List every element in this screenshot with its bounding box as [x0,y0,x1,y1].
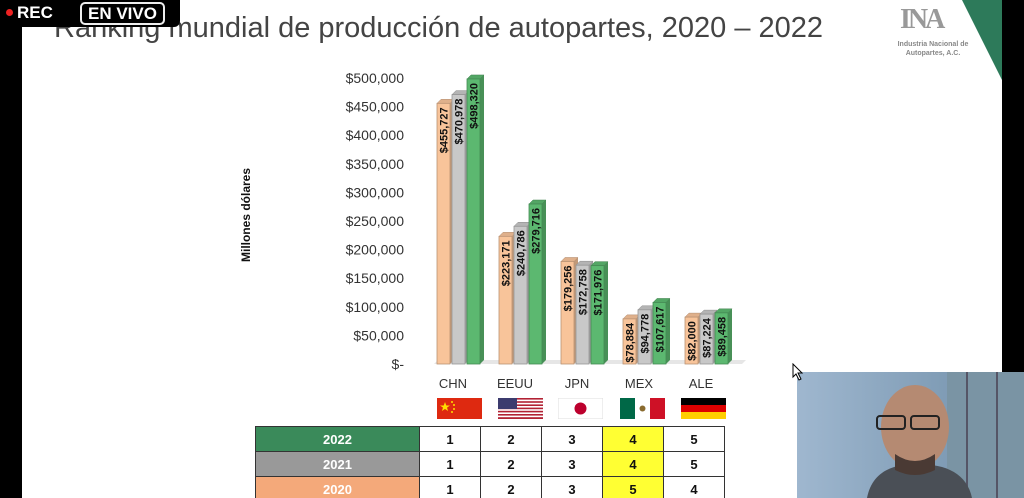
slide-title: Ranking mundial de producción de autopar… [54,12,824,44]
data-label: $498,320 [469,83,481,129]
y-tick-label: $450,000 [346,99,405,115]
usa-flag-icon [498,398,543,419]
x-tick-label: EEUU [497,376,533,391]
bar [498,235,513,365]
rank-cell: 2 [480,426,542,452]
bar [590,265,605,365]
rank-cell: 3 [541,451,603,477]
y-tick-label: $500,000 [346,70,405,86]
logo-stripe [962,0,1002,80]
year-cell: 2020 [255,476,420,498]
data-label: $82,000 [687,321,699,361]
bar-side [666,298,670,364]
mouse-cursor-icon [792,363,804,381]
rank-cell: 2 [480,451,542,477]
rank-cell: 5 [602,476,664,498]
data-label: $107,617 [655,306,667,352]
y-tick-label: $200,000 [346,242,405,258]
japan-flag-icon [558,398,603,419]
bar [513,225,528,365]
bar [699,313,714,365]
rank-cell: 4 [602,451,664,477]
year-cell: 2022 [255,426,420,452]
bar-side [480,74,484,364]
bar [560,261,575,365]
data-label: $223,171 [501,240,513,286]
data-label: $470,978 [454,99,466,145]
bar-side [728,308,732,364]
rank-cell: 2 [480,476,542,498]
data-label: $455,727 [439,107,451,153]
recording-status-bar: REC EN VIVO [0,0,180,27]
data-label: $240,786 [516,230,528,276]
data-label: $94,778 [640,314,652,354]
data-label: $172,758 [578,269,590,315]
y-tick-label: $350,000 [346,156,405,172]
table-row: 2021 1 2 3 4 5 [255,451,725,477]
data-label: $89,458 [717,317,729,357]
x-tick-label: ALE [689,376,714,391]
presenter-video [797,372,1024,498]
y-tick-label: $150,000 [346,270,405,286]
y-tick-label: $- [392,356,405,372]
x-tick-label: JPN [565,376,590,391]
rank-cell: 3 [541,476,603,498]
rank-cell: 4 [602,426,664,452]
y-tick-label: $100,000 [346,299,405,315]
rank-cell: 1 [419,451,481,477]
record-dot-icon [6,9,13,16]
ranking-table: 2022 1 2 3 4 5 2021 1 2 3 4 5 2020 1 2 3 5 4 [255,426,725,498]
ina-logo: INA Industria Nacional de Autopartes, A.… [892,0,1002,80]
china-flag-icon [437,398,482,419]
logo-mark: INA [900,4,945,35]
mexico-flag-icon [620,398,665,419]
x-tick-label: MEX [625,376,654,391]
bar [637,309,652,365]
webcam-feed [797,372,1024,498]
bar [622,318,637,365]
bar [684,316,699,365]
rank-cell: 4 [663,476,725,498]
bar-side [604,261,608,364]
germany-flag-icon [681,398,726,419]
data-label: $179,256 [563,265,575,311]
rank-cell: 1 [419,476,481,498]
y-tick-label: $300,000 [346,184,405,200]
y-tick-label: $250,000 [346,213,405,229]
bar [436,102,451,365]
table-row: 2022 1 2 3 4 5 [255,426,725,452]
rec-label: REC [17,3,53,22]
logo-name: Industria Nacional de Autopartes, A.C. [897,41,969,57]
year-cell: 2021 [255,451,420,477]
data-label: $78,884 [625,322,637,363]
x-tick-label: CHN [439,376,467,391]
bar [575,264,590,365]
data-label: $87,224 [702,317,714,358]
live-badge: EN VIVO [80,2,165,25]
bar [451,94,466,365]
bar [652,302,667,365]
bar [466,78,481,365]
rank-cell: 5 [663,451,725,477]
bar-side [542,200,546,364]
rank-cell: 5 [663,426,725,452]
bar [714,312,729,365]
y-tick-label: $400,000 [346,127,405,143]
table-row: 2020 1 2 3 5 4 [255,476,725,498]
data-label: $279,716 [531,208,543,254]
data-label: $171,976 [593,270,605,316]
rank-cell: 1 [419,426,481,452]
rank-cell: 3 [541,426,603,452]
y-tick-label: $50,000 [353,327,404,343]
bar [528,203,543,365]
